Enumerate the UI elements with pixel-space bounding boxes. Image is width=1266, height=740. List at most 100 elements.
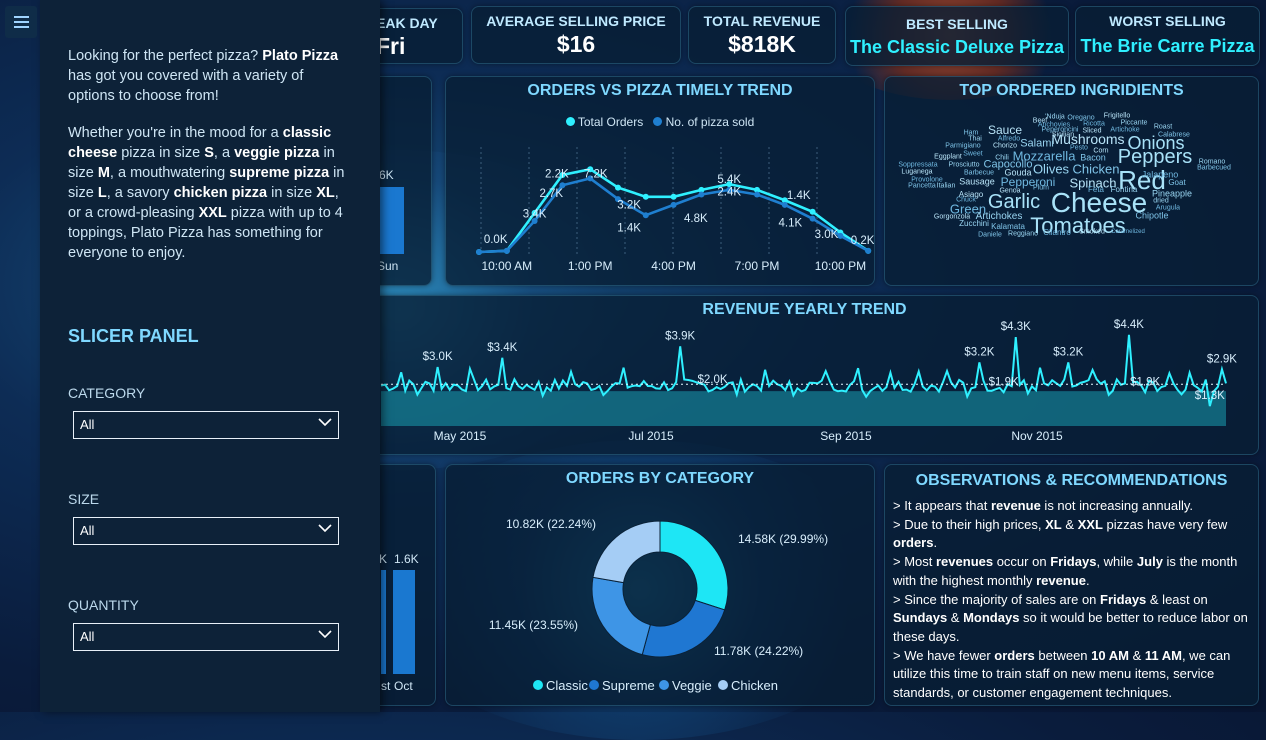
data-point: [754, 191, 760, 198]
bold-text: L: [97, 185, 107, 201]
data-point: [865, 247, 872, 254]
kpi-value: The Brie Carre Pizza: [1080, 36, 1255, 56]
ingredient-word: Kalamata: [991, 222, 1025, 231]
intro-paragraph: Whether you're in the mood for a classic…: [68, 123, 353, 263]
bold-text: Plato Pizza: [262, 48, 339, 64]
legend-dot: [589, 680, 599, 690]
chart-title: ORDERS VS PIZZA TIMELY TREND: [527, 82, 793, 99]
data-label: $4.3K: [1001, 321, 1031, 333]
observation-item: > It appears that revenue is not increas…: [893, 497, 1250, 516]
bold-text: orders: [994, 647, 1035, 663]
hamburger-menu-icon[interactable]: [5, 6, 37, 38]
data-point: [587, 175, 594, 182]
timely-line-chart: 0.0K 2.2K 7.2K 2.7K 3.4K 3.2K 1.4K 4.8K 5.4K2.4K…: [476, 147, 874, 273]
data-point: [698, 186, 705, 193]
text-run: &: [1128, 647, 1145, 663]
data-label: 5.4K: [717, 174, 741, 186]
chevron-down-icon: [318, 418, 332, 427]
ingredient-word: Spinach: [1069, 175, 1117, 191]
timely-trend-card: ORDERS VS PIZZA TIMELY TREND Total Order…: [445, 76, 875, 286]
revenue-trend-card: REVENUE YEARLY TREND $3.0K $3.4K $3.9K $2.0…: [300, 295, 1259, 455]
chart-title: REVENUE YEARLY TREND: [702, 301, 907, 318]
ingredient-word: Zucchini: [959, 219, 989, 228]
ingredient-word: Ham: [963, 129, 979, 137]
ingredient-word: Caramelized: [1111, 229, 1145, 235]
legend-dot: [533, 680, 543, 690]
text-run: , a: [213, 145, 235, 161]
ingredient-word: Fontina: [1110, 185, 1138, 194]
size-dropdown[interactable]: All: [73, 517, 339, 545]
ingredient-word: Barbecued: [1197, 164, 1231, 172]
ingredient-word: Cheese: [1050, 187, 1148, 218]
ingredient-word: Barbecue: [964, 169, 994, 177]
data-label: $3.2K: [1053, 346, 1083, 358]
bold-text: veggie pizza: [234, 145, 320, 161]
kpi-label: BEST SELLING: [906, 16, 1008, 32]
text-run: .: [933, 535, 938, 551]
data-label: 3.2K: [617, 199, 641, 211]
chart-title: TOP ORDERED INGRIDIENTS: [959, 82, 1184, 99]
donut-slice: [592, 520, 661, 584]
slicer-label-size: SIZE: [68, 491, 100, 507]
data-label: 2.7K: [539, 188, 563, 200]
ingredient-word: Chicken: [1072, 161, 1120, 177]
data-point: [642, 212, 649, 219]
revenue-line: [380, 334, 1227, 407]
ingredient-word: Smoked: [1079, 228, 1105, 236]
intro-text: Looking for the perfect pizza? Plato Piz…: [68, 46, 353, 280]
ingredient-word: Sausage: [959, 176, 995, 187]
data-label: $1.3K: [1195, 390, 1225, 402]
text-run: &: [947, 610, 964, 626]
text-run: is the month with the highest monthly: [893, 554, 1238, 588]
text-run: > It appears that: [893, 498, 991, 513]
ingredient-word: Soppressata: [898, 161, 938, 169]
bar-value-label: 6K: [379, 168, 394, 182]
data-point: [726, 181, 733, 188]
data-label: $1.9K: [989, 376, 1019, 388]
dropdown-value: All: [80, 417, 95, 432]
observation-item: > Most revenues occur on Fridays, while …: [893, 553, 1250, 590]
category-dropdown[interactable]: All: [73, 411, 339, 439]
revenue-area-chart: $3.0K $3.4K $3.9K $2.0K $3.2K $4.3K $1.9K $3.2K…: [380, 319, 1237, 443]
x-tick-label: Sep 2015: [820, 429, 872, 443]
ingredient-word: Peppers: [1117, 146, 1193, 168]
kpi-best-selling: BEST SELLING The Classic Deluxe Pizza: [845, 6, 1069, 66]
data-point: [781, 201, 788, 208]
data-point: [531, 217, 538, 224]
bold-text: revenue: [990, 498, 1041, 513]
slicer-panel-title: SLICER PANEL: [68, 326, 199, 346]
data-point: [476, 249, 482, 255]
bold-text: Mondays: [963, 610, 1020, 626]
ingredient-word: Pineapple: [1151, 188, 1193, 199]
kpi-worst-selling: WORST SELLING The Brie Carre Pizza: [1075, 6, 1260, 66]
ingredient-word: Asiago: [958, 190, 984, 199]
bold-text: 11 AM: [1144, 647, 1182, 663]
data-label: 1.4K: [787, 190, 811, 202]
text-run: has got you covered with a variety of op…: [68, 68, 304, 104]
bold-text: Sundays: [893, 610, 948, 626]
legend-item: Chicken: [731, 678, 778, 693]
data-point: [754, 186, 760, 193]
slice-label: 10.82K (22.24%): [506, 517, 596, 531]
text-run: , a savory: [106, 185, 174, 201]
legend-dot: [659, 680, 669, 690]
bold-text: XXL: [198, 205, 227, 221]
data-point: [559, 182, 566, 189]
data-label: $2.9K: [1207, 353, 1237, 365]
ingredient-word: Calabrese: [1158, 131, 1190, 139]
bold-text: Fridays: [1050, 554, 1097, 570]
kpi-label: EAK DAY: [376, 15, 438, 31]
legend-item: Classic: [546, 678, 588, 693]
kpi-label: TOTAL REVENUE: [703, 13, 821, 29]
data-point: [809, 208, 816, 215]
ingredient-word: Provolone: [911, 176, 943, 184]
ingredient-word: Frigitello: [1103, 112, 1131, 120]
text-run: > Most: [893, 554, 936, 570]
observations-card: OBSERVATIONS & RECOMMENDATIONS > It appe…: [884, 464, 1259, 706]
ingredient-word: Chipotle: [1135, 210, 1169, 221]
text-run: pizza in size: [117, 145, 205, 161]
text-run: .: [1085, 572, 1090, 588]
text-run: > Due to their high prices,: [893, 516, 1046, 532]
menu-line: [14, 16, 29, 18]
quantity-dropdown[interactable]: All: [73, 623, 339, 651]
